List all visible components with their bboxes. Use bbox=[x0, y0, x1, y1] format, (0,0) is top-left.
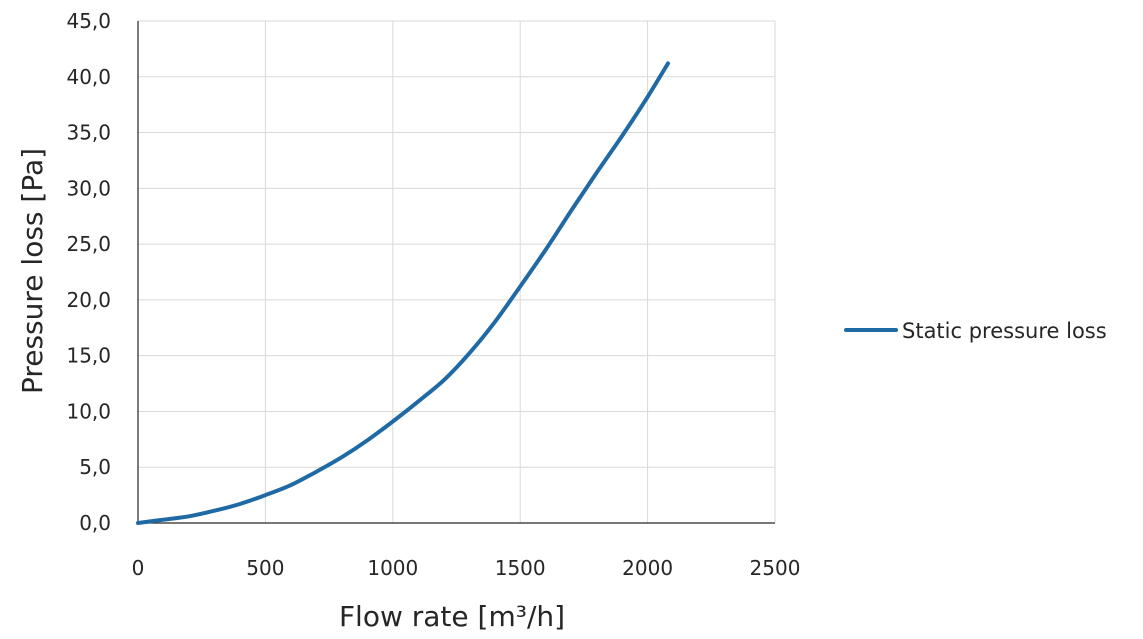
legend-label-static-pressure-loss: Static pressure loss bbox=[902, 319, 1107, 343]
y-axis-ticks: 0,0 5,0 10,0 15,0 20,0 25,0 30,0 35,0 40,0 45,0 bbox=[66, 9, 111, 535]
y-tick-label: 15,0 bbox=[66, 344, 111, 368]
x-axis-title: Flow rate [m³/h] bbox=[339, 600, 565, 633]
grid bbox=[138, 20, 776, 523]
x-axis-ticks: 0 500 1000 1500 2000 2500 bbox=[132, 556, 801, 580]
series-line-static-pressure-loss bbox=[136, 61, 670, 525]
x-tick-label: 1000 bbox=[367, 556, 418, 580]
legend: Static pressure loss bbox=[844, 319, 1107, 343]
y-tick-label: 10,0 bbox=[66, 399, 111, 423]
axes bbox=[137, 21, 775, 524]
y-tick-label: 0,0 bbox=[79, 511, 111, 535]
y-tick-label: 45,0 bbox=[66, 9, 111, 33]
x-tick-label: 2500 bbox=[750, 556, 801, 580]
y-tick-label: 20,0 bbox=[66, 288, 111, 312]
y-tick-label: 35,0 bbox=[66, 121, 111, 145]
x-tick-label: 2000 bbox=[622, 556, 673, 580]
y-tick-label: 25,0 bbox=[66, 232, 111, 256]
y-tick-label: 30,0 bbox=[66, 176, 111, 200]
y-tick-label: 40,0 bbox=[66, 65, 111, 89]
x-tick-label: 1500 bbox=[495, 556, 546, 580]
y-axis-title: Pressure loss [Pa] bbox=[16, 148, 49, 394]
x-tick-label: 500 bbox=[246, 556, 284, 580]
x-tick-label: 0 bbox=[132, 556, 145, 580]
series-layer bbox=[136, 61, 670, 525]
y-tick-label: 5,0 bbox=[79, 455, 111, 479]
